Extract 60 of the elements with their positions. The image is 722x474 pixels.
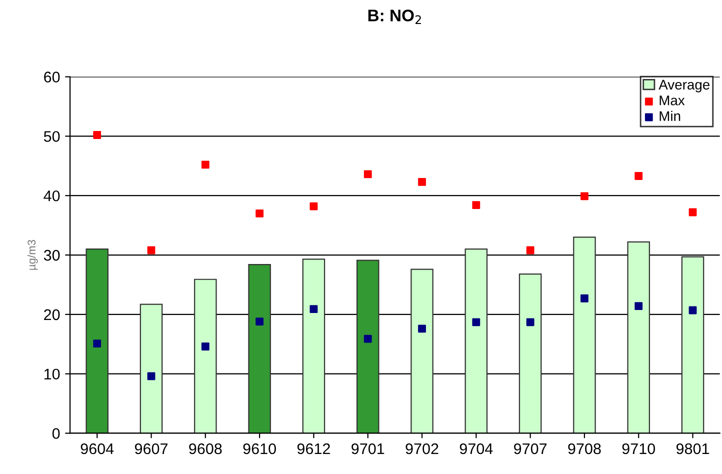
x-tick-label: 9610 — [243, 443, 276, 454]
x-tick-label: 9801 — [676, 443, 710, 454]
bar — [410, 268, 434, 434]
bar — [573, 236, 596, 434]
y-tick-label: 50 — [44, 131, 60, 142]
point — [580, 192, 588, 200]
y-tick-label: 30 — [44, 250, 60, 261]
point — [256, 318, 264, 326]
x-tick-label: 9704 — [460, 443, 493, 454]
point — [472, 318, 480, 326]
bar — [86, 248, 108, 434]
bar — [302, 258, 326, 434]
point — [93, 340, 102, 348]
x-tick-label: 9702 — [406, 443, 438, 454]
point — [526, 246, 534, 254]
y-tick-label: 10 — [44, 368, 60, 380]
bar — [627, 241, 650, 434]
point — [580, 294, 588, 302]
bar — [194, 278, 217, 434]
point — [688, 306, 697, 314]
y-tick-label: 20 — [44, 309, 60, 320]
x-tick-label: 9604 — [80, 443, 114, 454]
point — [201, 342, 210, 350]
x-tick-label: 9607 — [134, 443, 168, 454]
y-tick-label: 0 — [52, 428, 60, 439]
bar — [248, 264, 271, 434]
point — [93, 131, 102, 139]
x-tick-label: 9708 — [568, 443, 601, 454]
legend-label: Average — [658, 80, 710, 92]
point — [364, 334, 372, 343]
point — [147, 246, 156, 254]
y-tick-label: 60 — [44, 72, 60, 82]
point — [418, 178, 426, 186]
legend-label: Max — [660, 96, 685, 106]
point — [201, 160, 210, 169]
point — [526, 318, 534, 326]
point — [256, 209, 264, 218]
point — [364, 170, 372, 178]
x-tick-label: 9612 — [297, 443, 330, 454]
point — [147, 372, 156, 380]
point — [310, 202, 318, 210]
x-tick-label: 9710 — [622, 443, 656, 454]
chart-title: B: NO$_{2}$ — [368, 10, 421, 24]
bar — [518, 273, 542, 434]
point — [472, 201, 480, 210]
x-tick-label: 9701 — [352, 443, 384, 454]
bar — [356, 260, 380, 434]
point — [310, 305, 318, 314]
x-tick-label: 9608 — [189, 443, 222, 454]
point — [634, 172, 643, 180]
legend-label: Min — [660, 110, 680, 121]
bar — [464, 248, 488, 434]
point — [688, 208, 697, 216]
point — [634, 302, 643, 310]
bar — [681, 256, 704, 434]
y-axis-title: µg/m3 — [27, 240, 38, 270]
x-tick-label: 9707 — [514, 443, 547, 454]
point — [418, 324, 426, 333]
bar — [140, 304, 163, 434]
y-tick-label: 40 — [44, 190, 60, 202]
